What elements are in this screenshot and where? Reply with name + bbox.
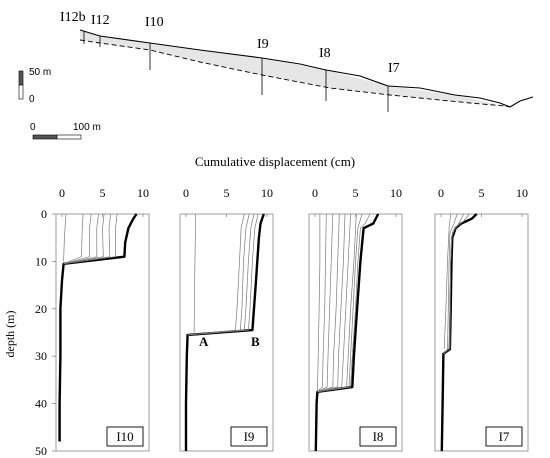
x-tick-label-i8-0: 0: [312, 186, 318, 200]
vertical-scale-label-50m: 50 m: [29, 67, 51, 78]
x-tick-label-i7-5: 5: [479, 186, 485, 200]
annotation-b: B: [251, 334, 260, 349]
panel-label-i9: I9: [244, 429, 255, 444]
borehole-label-i9: I9: [257, 37, 269, 52]
horizontal-scale-label-100m: 100 m: [73, 122, 101, 133]
panel-label-i10: I10: [116, 429, 133, 444]
displacement-curve-i8-4: [317, 213, 340, 393]
panel-label-box-i10: [106, 426, 144, 447]
displacement-curve-i8-final: [314, 213, 380, 452]
displacement-curve-i9-final: [184, 213, 265, 451]
slope-profile: I12b I12 I10 I9 I8 I7 50 m 0 0 100 m: [18, 10, 534, 140]
displacement-curve-i10-6: [63, 213, 118, 265]
displacement-curve-i9-2: [187, 213, 250, 336]
x-tick-label-i10-10: 10: [137, 186, 149, 200]
displacement-curve-i10-1: [63, 213, 84, 265]
x-tick-label-i8-5: 5: [353, 186, 359, 200]
borehole-label-i7: I7: [388, 61, 400, 76]
horizontal-scale-bar: 0 100 m: [30, 122, 101, 140]
displacement-curve-i9-4: [187, 213, 259, 336]
x-tick-label-i9-0: 0: [183, 186, 189, 200]
displacement-curve-i8-6: [317, 213, 351, 393]
displacement-curve-i10-3: [63, 213, 99, 265]
displacement-curve-i10-4: [63, 213, 105, 265]
borehole-label-i12b: I12b: [60, 10, 86, 25]
x-tick-label-i7-10: 10: [516, 186, 528, 200]
panel-label-i7: I7: [499, 429, 510, 444]
y-tick-label-20: 20: [35, 302, 47, 316]
panel-i9: 0 5 10 I9: [179, 186, 274, 452]
panel-i10: 0 5 10 0 10 20 30 40 50 I10: [35, 186, 150, 458]
displacement-curve-i7-4: [449, 213, 470, 350]
displacement-curve-i8-2: [317, 213, 327, 393]
displacement-curve-i8-9: [317, 213, 371, 393]
displacement-curve-i10-7: [63, 213, 67, 262]
vertical-scale-bar: 50 m 0: [18, 67, 51, 105]
panel-i8: 0 5 10 I8: [308, 186, 403, 452]
panel-label-box-i8: [359, 426, 397, 447]
borehole-label-i12: I12: [91, 13, 110, 28]
x-tick-label-i9-5: 5: [224, 186, 230, 200]
x-tick-label-i9-10: 10: [261, 186, 273, 200]
annotation-a: A: [199, 334, 209, 349]
displacement-curve-i9-1: [187, 213, 245, 336]
y-tick-label-50: 50: [35, 444, 47, 458]
panel-frame-i7: [434, 213, 529, 452]
y-tick-label-0: 0: [41, 207, 47, 221]
displacement-curve-i9-5: [193, 213, 197, 333]
displacement-curve-i7-final: [440, 213, 478, 452]
ground-surface-line: [79, 29, 534, 108]
displacement-curve-i8-3: [317, 213, 334, 393]
borehole-label-i10: I10: [145, 15, 164, 30]
y-tick-label-30: 30: [35, 349, 47, 363]
displacement-curve-i8-1: [317, 214, 321, 392]
x-tick-label-i10-0: 0: [59, 186, 65, 200]
sliding-mass-fill: [80, 30, 510, 107]
y-axis-label: depth (m): [3, 311, 17, 358]
displacement-curve-i8-5: [317, 213, 346, 393]
x-tick-label-i10-5: 5: [100, 186, 106, 200]
y-tick-label-40: 40: [35, 397, 47, 411]
panel-label-box-i9: [230, 426, 268, 447]
x-tick-label-i8-10: 10: [390, 186, 402, 200]
displacement-curve-i8-8: [317, 213, 363, 393]
panel-label-box-i7: [485, 426, 523, 447]
horizontal-scale-label-0: 0: [30, 122, 36, 133]
borehole-label-i8: I8: [319, 46, 331, 61]
displacement-curve-i9-3: [187, 213, 255, 336]
chart-title: Cumulative displacement (cm): [195, 154, 355, 169]
y-tick-label-10: 10: [35, 254, 47, 268]
panel-label-i8: I8: [373, 429, 384, 444]
displacement-curve-i7-2: [443, 213, 458, 355]
panel-frame-i10: [55, 213, 150, 452]
vertical-scale-label-0: 0: [29, 94, 35, 105]
displacement-curve-i10-final: [58, 213, 138, 442]
displacement-curve-i7-1: [443, 213, 452, 350]
panel-i7: 0 5 10 I7: [434, 186, 529, 452]
displacement-curve-i10-2: [63, 213, 92, 265]
x-tick-label-i7-0: 0: [438, 186, 444, 200]
displacement-curve-i10-5: [63, 213, 111, 265]
